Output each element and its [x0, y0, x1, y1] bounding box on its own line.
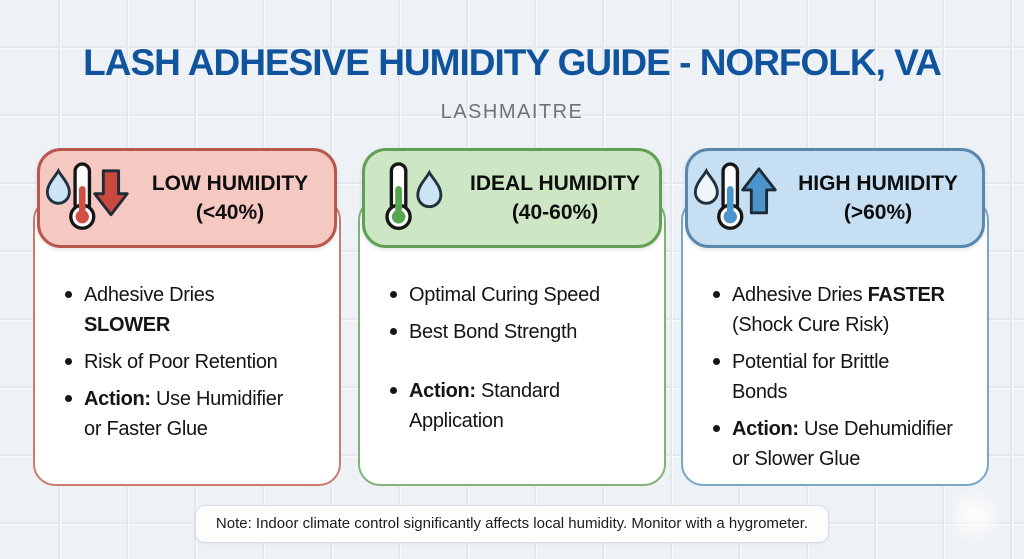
- bullet-item: Action: Use Dehumidifier or Slower Glue: [711, 414, 979, 474]
- card-title: HIGH HUMIDITY: [798, 172, 958, 195]
- card-title-block: LOW HUMIDITY (<40%): [136, 169, 334, 227]
- humidity-high-icon: [688, 161, 784, 236]
- bullet-item: Best Bond Strength: [388, 317, 656, 347]
- humidity-low-icon: [40, 161, 136, 236]
- card-bullets: Adhesive Dries SLOWER Risk of Poor Retenti…: [63, 280, 331, 444]
- bullet-item: Adhesive Dries SLOWER: [63, 280, 331, 340]
- bullet-item: Potential for Brittle Bonds: [711, 347, 979, 407]
- droplet-icon: [693, 167, 719, 205]
- bullet-item: Adhesive Dries FASTER (Shock Cure Risk): [711, 280, 979, 340]
- down-arrow-icon: [93, 168, 129, 216]
- card-range: (<40%): [195, 201, 265, 224]
- bullet-item: Risk of Poor Retention: [63, 347, 331, 377]
- card-title-block: HIGH HUMIDITY (>60%): [784, 169, 982, 227]
- card-bullets: Optimal Curing Speed Best Bond Strength Ac…: [388, 280, 656, 436]
- thermometer-icon: [385, 161, 412, 230]
- card-title: LOW HUMIDITY: [151, 172, 309, 195]
- thermometer-icon: [717, 161, 744, 230]
- card-ideal-header: IDEAL HUMIDITY (40-60%): [362, 148, 662, 248]
- card-high-header: HIGH HUMIDITY (>60%): [685, 148, 985, 248]
- card-title: IDEAL HUMIDITY: [470, 172, 640, 195]
- card-low-humidity: Adhesive Dries SLOWER Risk of Poor Retenti…: [33, 148, 341, 486]
- humidity-ideal-icon: [365, 161, 461, 236]
- note-pill: Note: Indoor climate control significant…: [194, 505, 830, 543]
- brand-subtitle: LASHMAITRE: [440, 101, 584, 123]
- droplet-icon: [45, 167, 71, 205]
- card-range: (>60%): [843, 201, 913, 224]
- page-title: LASH ADHESIVE HUMIDITY GUIDE - NORFOLK, …: [83, 42, 942, 83]
- card-title-block: IDEAL HUMIDITY (40-60%): [461, 169, 659, 227]
- thermometer-icon: [69, 161, 96, 230]
- note-text: Note: Indoor climate control significant…: [215, 515, 809, 532]
- droplet-icon: [416, 169, 443, 208]
- up-arrow-icon: [741, 166, 777, 214]
- bullet-item: Action: Use Humidifier or Faster Glue: [63, 384, 331, 444]
- card-bullets: Adhesive Dries FASTER (Shock Cure Risk) Po…: [711, 280, 979, 474]
- card-high-humidity: Adhesive Dries FASTER (Shock Cure Risk) Po…: [681, 148, 989, 486]
- card-ideal-humidity: Optimal Curing Speed Best Bond Strength Ac…: [358, 148, 666, 486]
- card-range: (40-60%): [511, 201, 599, 224]
- bullet-item: Action: Standard Application: [388, 376, 656, 436]
- bullet-item: Optimal Curing Speed: [388, 280, 656, 310]
- card-low-header: LOW HUMIDITY (<40%): [37, 148, 337, 248]
